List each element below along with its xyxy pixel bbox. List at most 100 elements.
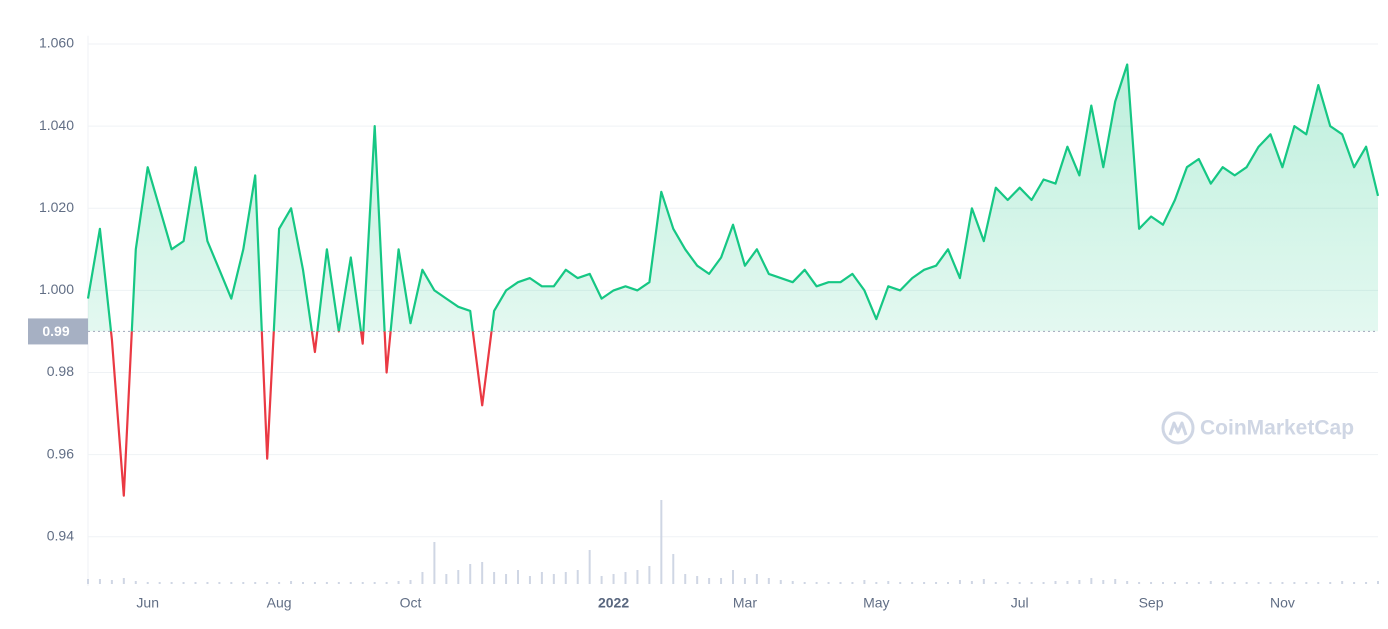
volume-bar xyxy=(839,582,842,584)
volume-bar xyxy=(1281,582,1284,584)
volume-bar xyxy=(576,570,579,584)
volume-bar xyxy=(1126,581,1129,584)
volume-bar xyxy=(146,582,149,584)
volume-bar xyxy=(302,582,304,584)
volume-bar xyxy=(1006,582,1009,584)
volume-bar xyxy=(863,580,866,584)
x-tick-label: Nov xyxy=(1270,595,1295,611)
watermark-logo-mark xyxy=(1168,421,1188,436)
volume-bar xyxy=(481,562,484,584)
volume-bar xyxy=(1114,579,1117,584)
watermark-text: CoinMarketCap xyxy=(1200,417,1354,440)
volume-bar xyxy=(1233,582,1236,584)
volume-bar xyxy=(1221,582,1224,584)
volume-bar xyxy=(1150,582,1153,584)
volume-bar xyxy=(1245,582,1248,584)
volume-bar xyxy=(409,580,412,584)
volume-bar xyxy=(958,580,961,584)
volume-bar xyxy=(290,581,293,584)
volume-bar xyxy=(588,550,591,584)
volume-bar xyxy=(493,572,496,584)
volume-bar xyxy=(528,576,531,584)
volume-bar xyxy=(373,582,376,584)
volume-bar xyxy=(1138,582,1141,584)
y-tick-label: 0.94 xyxy=(47,527,74,543)
volume-bar xyxy=(517,570,519,584)
volume-bar xyxy=(230,582,233,584)
volume-bar xyxy=(1257,582,1260,584)
volume-bar xyxy=(349,582,352,584)
baseline-label: 0.99 xyxy=(42,323,69,339)
x-tick-label: 2022 xyxy=(598,595,629,611)
volume-bar xyxy=(552,574,555,584)
volume-bar xyxy=(122,578,125,584)
x-tick-label: Jul xyxy=(1011,595,1029,611)
volume-bar xyxy=(1365,582,1368,584)
volume-bar xyxy=(1054,581,1057,584)
volume-bar xyxy=(1078,580,1081,584)
volume-bar xyxy=(87,579,89,584)
volume-bar xyxy=(1102,580,1105,584)
volume-bar xyxy=(732,570,734,584)
volume-bar xyxy=(1305,582,1308,584)
volume-bar xyxy=(564,572,567,584)
volume-bar xyxy=(851,582,854,584)
volume-bar xyxy=(1317,582,1320,584)
volume-bar xyxy=(648,566,651,584)
volume-bar xyxy=(278,582,281,584)
volume-bar xyxy=(935,582,938,584)
volume-bar xyxy=(170,582,173,584)
volume-bar xyxy=(1341,581,1344,584)
volume-bar xyxy=(970,581,973,584)
volume-bar xyxy=(1066,581,1069,584)
x-tick-label: Jun xyxy=(136,595,159,611)
volume-bar xyxy=(1162,582,1164,584)
y-tick-label: 0.96 xyxy=(47,445,74,461)
volume-bar xyxy=(743,578,746,584)
volume-bar xyxy=(218,582,221,584)
volume-bar xyxy=(755,574,758,584)
volume-bar xyxy=(1173,582,1176,584)
volume-bar xyxy=(505,574,508,584)
volume-bar xyxy=(600,576,603,584)
volume-bar xyxy=(397,581,400,584)
volume-bar xyxy=(1293,582,1296,584)
area-fill xyxy=(88,64,1378,332)
price-line-above xyxy=(86,63,1380,332)
volume-bar xyxy=(947,582,949,584)
volume-bar xyxy=(1030,582,1033,584)
volume-bar xyxy=(827,582,830,584)
volume-bar xyxy=(1329,582,1332,584)
volume-bar xyxy=(158,582,161,584)
volume-bar xyxy=(767,578,770,584)
baseline-label-box xyxy=(28,318,88,345)
volume-bar xyxy=(672,554,675,584)
volume-bar xyxy=(182,582,185,584)
volume-bar xyxy=(791,581,794,584)
volume-bar xyxy=(720,578,723,584)
volume-bar xyxy=(923,582,926,584)
volume-bar xyxy=(1377,581,1379,584)
volume-bar xyxy=(684,574,687,584)
volume-bar xyxy=(254,582,257,584)
volume-bar xyxy=(1042,582,1045,584)
volume-bar xyxy=(110,580,113,584)
volume-bar xyxy=(134,581,137,584)
volume-bar xyxy=(540,572,543,584)
volume-bar xyxy=(469,564,472,584)
volume-bar xyxy=(445,574,448,584)
volume-bar xyxy=(887,581,890,584)
volume-bar xyxy=(803,582,806,584)
volume-bar xyxy=(361,582,364,584)
volume-bar xyxy=(337,582,340,584)
volume-bar xyxy=(1018,582,1021,584)
y-tick-label: 1.000 xyxy=(39,281,74,297)
x-tick-label: Mar xyxy=(733,595,757,611)
volume-bar xyxy=(899,582,902,584)
volume-bar xyxy=(325,582,328,584)
volume-bar xyxy=(266,582,269,584)
volume-bar xyxy=(1185,582,1188,584)
volume-bar xyxy=(875,582,878,584)
